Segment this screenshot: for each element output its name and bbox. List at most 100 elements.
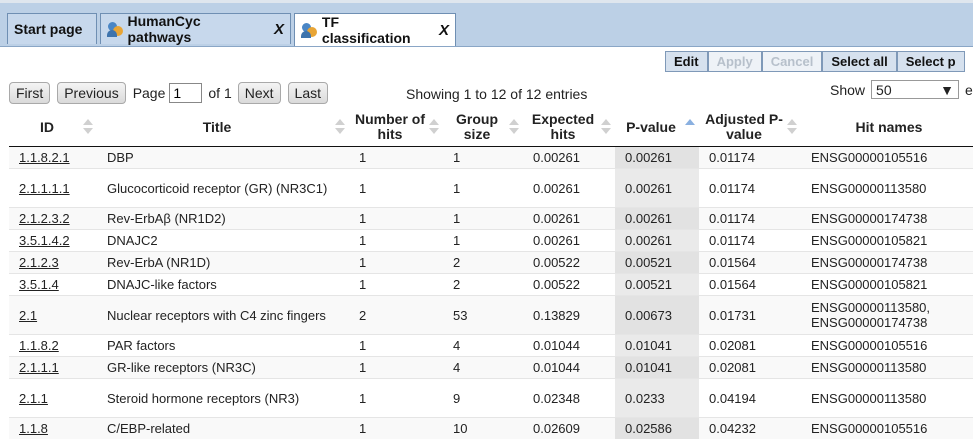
id-link[interactable]: 2.1.2.3 — [19, 255, 59, 270]
cell-title: Rev-ErbA (NR1D) — [97, 252, 349, 274]
cell-expected-hits: 0.02609 — [523, 418, 615, 439]
cell-id: 3.5.1.4 — [9, 274, 97, 296]
id-link[interactable]: 3.5.1.4 — [19, 277, 59, 292]
cell-group-size: 2 — [443, 252, 523, 274]
cell-number-of-hits: 1 — [349, 357, 443, 379]
tab-humancyc-pathways[interactable]: HumanCyc pathways X — [100, 13, 291, 44]
close-icon[interactable]: X — [274, 21, 284, 38]
id-link[interactable]: 2.1.2.3.2 — [19, 211, 70, 226]
cell-id: 1.1.8.2 — [9, 335, 97, 357]
cell-hit-names: ENSG00000105821 — [801, 230, 973, 252]
cell-p-value: 0.00261 — [615, 169, 699, 208]
cell-p-value: 0.02586 — [615, 418, 699, 439]
cell-group-size: 1 — [443, 230, 523, 252]
id-link[interactable]: 2.1.1.1 — [19, 360, 59, 375]
cell-expected-hits: 0.00261 — [523, 169, 615, 208]
cell-p-value: 0.00261 — [615, 147, 699, 169]
edit-button[interactable]: Edit — [665, 51, 708, 72]
cell-hit-names: ENSG00000113580, ENSG00000174738 — [801, 296, 973, 335]
results-table: ID Title Number of hits Group size Expec… — [9, 108, 973, 439]
page-count-label: of 1 — [208, 85, 231, 101]
cell-hit-names: ENSG00000174738 — [801, 252, 973, 274]
id-link[interactable]: 2.1.1.1.1 — [19, 181, 70, 196]
col-header-group-size[interactable]: Group size — [443, 108, 523, 147]
page-number-input[interactable] — [169, 83, 202, 103]
tab-bar: Start page HumanCyc pathways X TF classi… — [0, 0, 973, 47]
cell-expected-hits: 0.01044 — [523, 335, 615, 357]
cell-hit-names: ENSG00000105821 — [801, 274, 973, 296]
previous-page-button[interactable]: Previous — [57, 82, 125, 104]
cell-group-size: 1 — [443, 147, 523, 169]
close-icon[interactable]: X — [439, 22, 449, 39]
cell-number-of-hits: 1 — [349, 274, 443, 296]
cell-number-of-hits: 1 — [349, 418, 443, 439]
cell-title: DBP — [97, 147, 349, 169]
select-p-button[interactable]: Select p — [897, 51, 965, 72]
sort-icon — [83, 119, 91, 135]
cell-adjusted-p-value: 0.02081 — [699, 357, 801, 379]
sort-icon — [429, 119, 437, 135]
entries-info: Showing 1 to 12 of 12 entries — [406, 86, 587, 102]
cell-expected-hits: 0.00261 — [523, 147, 615, 169]
cell-number-of-hits: 1 — [349, 208, 443, 230]
col-header-id[interactable]: ID — [9, 108, 97, 147]
sort-icon — [509, 119, 517, 135]
cell-expected-hits: 0.00522 — [523, 274, 615, 296]
cell-p-value: 0.00521 — [615, 274, 699, 296]
cell-p-value: 0.00261 — [615, 208, 699, 230]
cell-p-value: 0.01041 — [615, 335, 699, 357]
cell-number-of-hits: 1 — [349, 335, 443, 357]
cell-title: GR-like receptors (NR3C) — [97, 357, 349, 379]
cell-hit-names: ENSG00000105516 — [801, 335, 973, 357]
apply-button[interactable]: Apply — [708, 51, 762, 72]
id-link[interactable]: 2.1 — [19, 308, 37, 323]
cell-id: 3.5.1.4.2 — [9, 230, 97, 252]
id-link[interactable]: 1.1.8.2 — [19, 338, 59, 353]
col-header-title[interactable]: Title — [97, 108, 349, 147]
col-header-hits[interactable]: Number of hits — [349, 108, 443, 147]
sort-icon — [787, 119, 795, 135]
col-header-hit-names[interactable]: Hit names — [801, 108, 973, 147]
first-page-button[interactable]: First — [9, 82, 50, 104]
cell-adjusted-p-value: 0.01174 — [699, 230, 801, 252]
id-link[interactable]: 2.1.1 — [19, 391, 48, 406]
cell-id: 1.1.8.2.1 — [9, 147, 97, 169]
cell-hit-names: ENSG00000174738 — [801, 208, 973, 230]
select-all-button[interactable]: Select all — [822, 51, 896, 72]
cell-title: Rev-ErbAβ (NR1D2) — [97, 208, 349, 230]
tab-start-page[interactable]: Start page — [7, 13, 97, 44]
top-border — [0, 0, 973, 3]
id-link[interactable]: 1.1.8.2.1 — [19, 150, 70, 165]
cell-id: 2.1.1.1.1 — [9, 169, 97, 208]
cell-title: DNAJC2 — [97, 230, 349, 252]
cell-title: Glucocorticoid receptor (GR) (NR3C1) — [97, 169, 349, 208]
action-toolbar: Edit Apply Cancel Select all Select p — [665, 51, 965, 72]
cell-title: C/EBP-related — [97, 418, 349, 439]
col-header-p-value[interactable]: P-value — [615, 108, 699, 147]
id-link[interactable]: 3.5.1.4.2 — [19, 233, 70, 248]
cell-group-size: 1 — [443, 208, 523, 230]
page-length-select[interactable]: 50 ▼ — [871, 80, 959, 99]
table-row[interactable]: 2.1.1.1.1 Glucocorticoid receptor (GR) (N… — [9, 169, 973, 208]
dropdown-arrow-icon: ▼ — [940, 82, 954, 98]
cancel-button[interactable]: Cancel — [762, 51, 823, 72]
last-page-button[interactable]: Last — [288, 82, 328, 104]
tab-label: TF classification — [322, 14, 431, 46]
cell-group-size: 4 — [443, 335, 523, 357]
tab-tf-classification[interactable]: TF classification X — [294, 13, 456, 46]
col-header-adjusted-p-value[interactable]: Adjusted P-value — [699, 108, 801, 147]
id-link[interactable]: 1.1.8 — [19, 421, 48, 436]
tab-label: HumanCyc pathways — [127, 13, 264, 45]
next-page-button[interactable]: Next — [238, 82, 281, 104]
col-header-expected-hits[interactable]: Expected hits — [523, 108, 615, 147]
page-label: Page — [133, 85, 166, 101]
